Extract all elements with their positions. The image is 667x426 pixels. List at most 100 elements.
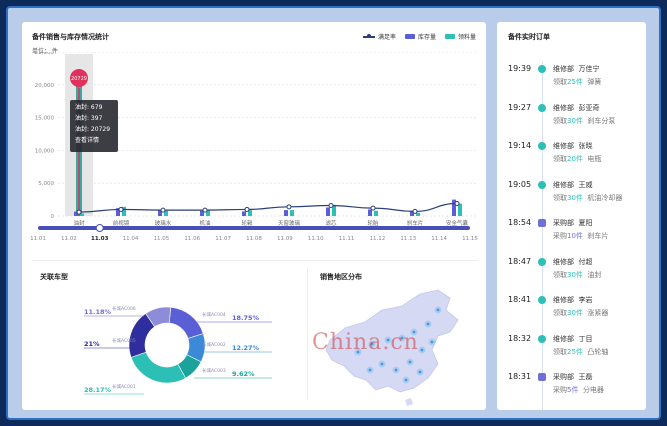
order-detail: 领取25件 弹簧: [553, 78, 602, 86]
order-detail: 领取20件 电瓶: [553, 155, 602, 163]
order-item[interactable]: 18:54 采购部 夏阳 采购10件 刹车片: [497, 212, 646, 251]
slider-handle[interactable]: [95, 224, 104, 232]
donut-slice[interactable]: [130, 351, 187, 384]
region-dot[interactable]: [412, 330, 416, 334]
bar-stock[interactable]: [326, 207, 330, 216]
bar-stock[interactable]: [116, 208, 120, 216]
region-dot[interactable]: [368, 368, 372, 372]
orders-title: 备件实时订单: [508, 33, 550, 41]
satisfaction-point[interactable]: [160, 207, 166, 213]
bar-picking[interactable]: [374, 210, 378, 216]
repair-dot-icon: [538, 65, 546, 73]
bar-picking[interactable]: [122, 206, 126, 216]
slider-date-label[interactable]: 11.03: [91, 236, 109, 242]
bar-picking[interactable]: [80, 213, 84, 216]
inventory-chart-title: 备件销售与库存情况统计: [32, 33, 109, 41]
legend-satisfaction[interactable]: 满足率: [362, 32, 396, 41]
donut-slice[interactable]: [168, 306, 204, 339]
bar-stock[interactable]: [242, 211, 246, 216]
slider-date-label[interactable]: 11.15: [462, 236, 478, 242]
slider-date-label[interactable]: 11.07: [215, 236, 231, 242]
order-item[interactable]: 18:26维修部 张文涛领取10件 节油门: [497, 405, 646, 411]
bar-picking[interactable]: [290, 210, 294, 216]
region-dot[interactable]: [356, 350, 360, 354]
slider-date-label[interactable]: 11.10: [308, 236, 324, 242]
region-dot[interactable]: [418, 370, 422, 374]
satisfaction-point[interactable]: [286, 204, 292, 210]
bar-stock[interactable]: [410, 210, 414, 216]
bar-stock[interactable]: [74, 211, 78, 216]
bar-stock[interactable]: [158, 210, 162, 216]
order-item[interactable]: 18:41 维修部 李岩 领取30件 涨紧器: [497, 289, 646, 328]
bar-stock[interactable]: [284, 210, 288, 216]
bar-picking[interactable]: [164, 210, 168, 216]
region-dot[interactable]: [394, 368, 398, 372]
hainan-shape: [405, 398, 413, 406]
slider-date-label[interactable]: 11.05: [154, 236, 170, 242]
slider-date-label[interactable]: 11.13: [400, 236, 416, 242]
bar-picking[interactable]: [248, 210, 252, 216]
purchase-cart-icon: [538, 219, 546, 227]
bar-stock[interactable]: [452, 199, 456, 216]
bar-stock[interactable]: [368, 209, 372, 216]
slider-date-label[interactable]: 11.06: [184, 236, 200, 242]
x-tick-label: 前视镜: [113, 219, 130, 227]
order-item[interactable]: 19:27 维修部 彭亚奇 领取30件 刹车分泵: [497, 97, 646, 136]
donut-label-name: 长城AC001: [112, 383, 136, 390]
order-item[interactable]: 19:14 维修部 张晓 领取20件 电瓶: [497, 135, 646, 174]
order-detail: 领取30件 机油冷却器: [553, 193, 623, 202]
legend-picking[interactable]: 领料量: [444, 32, 476, 41]
satisfaction-point[interactable]: [202, 207, 208, 213]
slider-date-label[interactable]: 11.14: [431, 236, 447, 242]
order-item[interactable]: 18:32 维修部 丁目 领取25件 凸轮轴: [497, 328, 646, 367]
satisfaction-point[interactable]: [370, 205, 376, 211]
donut-label-name: 长城AC003: [202, 367, 226, 374]
satisfaction-point[interactable]: [454, 201, 460, 207]
satisfaction-point[interactable]: [76, 209, 82, 215]
order-item[interactable]: 18:47 维修部 付超 领取30件 油封: [497, 251, 646, 290]
region-dot[interactable]: [436, 308, 440, 312]
x-tick-label: 滤芯: [325, 219, 337, 227]
order-time: 19:39: [508, 64, 532, 73]
satisfaction-point[interactable]: [244, 206, 250, 212]
order-item[interactable]: 19:05 维修部 王威 领取30件 机油冷却器: [497, 174, 646, 213]
slider-track[interactable]: [38, 226, 470, 230]
order-dept-person: 采购部 夏阳: [553, 219, 593, 227]
satisfaction-point[interactable]: [328, 203, 334, 209]
bar-picking[interactable]: [416, 212, 420, 216]
orders-list: 19:39 维修部 万佳宁 领取25件 弹簧 19:27 维修部 彭亚奇 领取30件 刹车…: [497, 58, 646, 410]
main-panel: 备件销售与库存情况统计 单位： 件 满足率 库存量 领料量 0 5,000 10,0…: [22, 22, 486, 410]
region-dot[interactable]: [380, 362, 384, 366]
region-dot[interactable]: [386, 338, 390, 342]
bar-picking[interactable]: [458, 203, 462, 216]
slider-date-label[interactable]: 11.08: [246, 236, 262, 242]
view-details-link[interactable]: 查看详情: [75, 137, 100, 144]
region-dot[interactable]: [420, 348, 424, 352]
region-dot[interactable]: [404, 378, 408, 382]
bar-picking[interactable]: [332, 204, 336, 216]
slider-date-label[interactable]: 11.09: [277, 236, 293, 242]
region-dot[interactable]: [426, 322, 430, 326]
order-item[interactable]: 19:39 维修部 万佳宁 领取25件 弹簧: [497, 58, 646, 97]
china-map-shape: [325, 289, 459, 393]
bar-picking[interactable]: [206, 210, 210, 216]
donut-label-percent: 28.17%: [84, 386, 112, 394]
slider-date-label[interactable]: 11.04: [123, 236, 139, 242]
slider-date-label[interactable]: 11.12: [370, 236, 386, 242]
slider-date-label[interactable]: 11.11: [339, 236, 355, 242]
satisfaction-point[interactable]: [412, 208, 418, 214]
legend-stock[interactable]: 库存量: [404, 32, 436, 41]
slider-date-label[interactable]: 11.02: [61, 236, 77, 242]
donut-slice[interactable]: [145, 306, 172, 328]
donut-label-name: 长城AC006: [112, 305, 136, 312]
region-dot[interactable]: [430, 340, 434, 344]
slider-date-label[interactable]: 11.01: [30, 236, 46, 242]
order-item[interactable]: 18:31 采购部 王磊 采购5件 分电器: [497, 366, 646, 405]
region-dot[interactable]: [400, 336, 404, 340]
satisfaction-point[interactable]: [118, 206, 124, 212]
repair-dot-icon: [538, 103, 546, 112]
bar-stock[interactable]: [200, 210, 204, 216]
region-dot[interactable]: [408, 360, 412, 364]
date-range-slider[interactable]: 11.01 11.02 11.03 11.04 11.05 11.06 11.07 11.08…: [22, 223, 486, 247]
region-dot[interactable]: [370, 342, 374, 346]
